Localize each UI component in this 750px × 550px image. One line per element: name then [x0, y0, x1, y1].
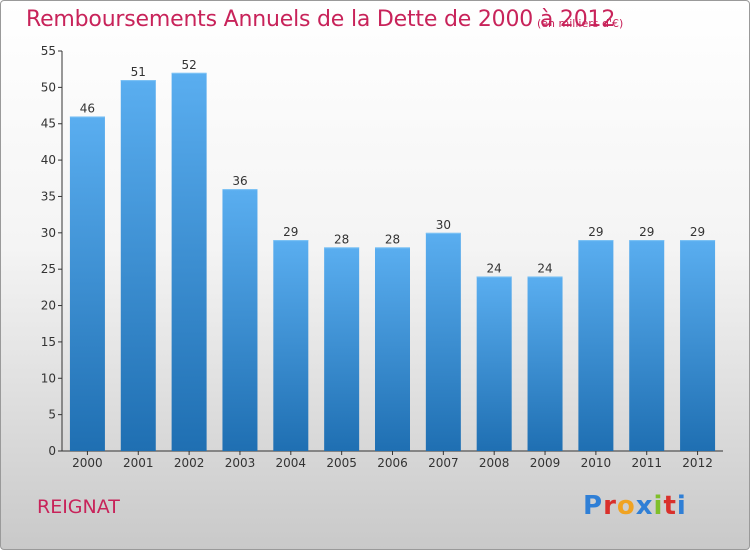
data-label-2003: 36: [232, 174, 247, 188]
chart-data-labels: 46 51 52 36 29 28 28 30 24 24 29 29 29: [80, 58, 705, 276]
x-tick-label-2007: 2007: [428, 456, 459, 470]
chart-unit-label: (en milliers d'€): [537, 17, 624, 30]
bar-2001: [120, 80, 156, 451]
data-label-2008: 24: [487, 261, 502, 275]
x-tick-label-2010: 2010: [581, 456, 612, 470]
bar-2007: [425, 232, 461, 451]
y-tick-label: 40: [41, 153, 56, 167]
y-tick-label: 20: [41, 299, 56, 313]
bar-2004: [273, 240, 309, 451]
y-tick-label: 55: [41, 44, 56, 58]
x-tick-label-2003: 2003: [225, 456, 256, 470]
data-label-2001: 51: [131, 65, 146, 79]
x-tick-label-2000: 2000: [72, 456, 103, 470]
bar-2000: [69, 116, 105, 452]
x-tick-label-2005: 2005: [326, 456, 357, 470]
data-label-2009: 24: [537, 261, 552, 275]
data-label-2006: 28: [385, 232, 400, 246]
x-tick-label-2009: 2009: [530, 456, 561, 470]
y-tick-label: 0: [48, 444, 56, 458]
logo-letter: r: [603, 491, 617, 521]
x-tick-label-2002: 2002: [174, 456, 205, 470]
bar-2008: [476, 276, 512, 451]
logo-letter: t: [663, 491, 677, 521]
data-label-2004: 29: [283, 225, 298, 239]
logo-letter: P: [583, 491, 604, 521]
bar-2005: [324, 247, 360, 451]
y-tick-label: 45: [41, 117, 56, 131]
x-tick-label-2001: 2001: [123, 456, 154, 470]
y-tick-label: 5: [48, 408, 56, 422]
logo-letter: i: [653, 491, 664, 521]
proxiti-logo: Proxiti: [583, 491, 687, 521]
y-tick-label: 50: [41, 80, 56, 94]
bar-2009: [527, 276, 563, 451]
y-tick-label: 35: [41, 189, 56, 203]
data-label-2005: 28: [334, 232, 349, 246]
y-tick-label: 25: [41, 262, 56, 276]
bar-2011: [629, 240, 665, 451]
chart-title: Remboursements Annuels de la Dette de 20…: [26, 7, 616, 32]
data-label-2010: 29: [588, 225, 603, 239]
bar-2010: [578, 240, 614, 451]
logo-letter: i: [676, 491, 687, 521]
bar-2006: [375, 247, 410, 451]
data-label-2012: 29: [690, 225, 705, 239]
logo-letter: x: [635, 491, 654, 521]
x-tick-label-2008: 2008: [479, 456, 510, 470]
x-tick-label-2011: 2011: [631, 456, 662, 470]
logo-letter: o: [616, 491, 636, 521]
bar-2012: [680, 240, 716, 451]
y-tick-label: 15: [41, 335, 56, 349]
x-tick-label-2006: 2006: [377, 456, 408, 470]
data-label-2011: 29: [639, 225, 654, 239]
data-label-2000: 46: [80, 101, 95, 115]
commune-name: REIGNAT: [37, 496, 120, 518]
data-label-2007: 30: [436, 218, 451, 232]
y-tick-label: 10: [41, 371, 56, 385]
x-tick-label-2004: 2004: [276, 456, 307, 470]
chart-bars: [69, 72, 716, 452]
y-tick-label: 30: [41, 226, 56, 240]
x-tick-label-2012: 2012: [682, 456, 713, 470]
data-label-2002: 52: [181, 58, 196, 72]
chart-axes: 0 5 10 15 20 25 30 35 40 45 50 55 2000 2001 2002 2003 20…: [41, 44, 723, 470]
bar-2002: [171, 72, 207, 452]
bar-2003: [222, 189, 258, 451]
